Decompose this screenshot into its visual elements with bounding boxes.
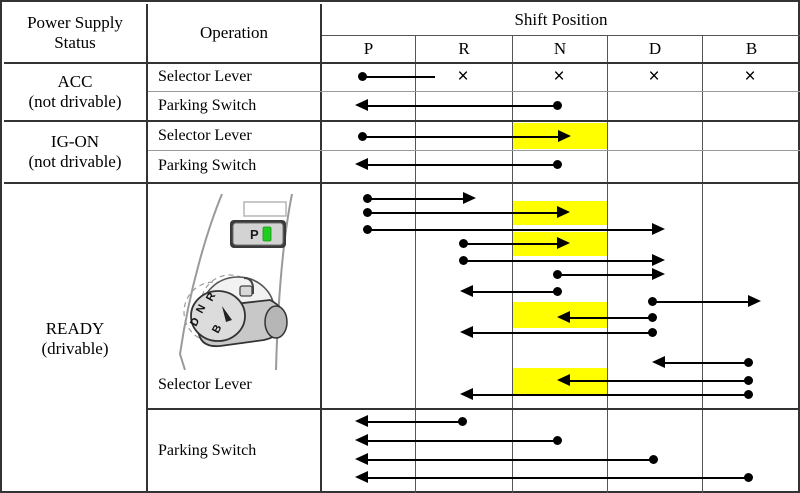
arrow-head-ready-r4 [460, 388, 473, 400]
arrow-dot-ready-sel-p2 [363, 208, 372, 217]
highlight-n-ready-4 [513, 368, 607, 394]
operation-acc-selector-lever: Selector Lever [158, 68, 252, 86]
arrow-dot-acc-sel-p [358, 72, 367, 81]
header-operation: Operation [200, 23, 268, 43]
arrow-head-igon-park-p [355, 158, 368, 170]
arrow-line-acc-park-n-p [366, 105, 558, 107]
mark-x-acc-r: × [457, 66, 469, 87]
p-indicator [262, 226, 272, 242]
operation-ready-selector-lever: Selector Lever [158, 375, 252, 393]
arrow-line-ready-park-n-p [366, 440, 558, 442]
grid-h-ready-mid [148, 408, 800, 410]
status-acc-name: ACC [57, 72, 93, 92]
header-position-r: R [458, 39, 470, 59]
arrow-dot-acc-park-n [553, 101, 562, 110]
grid-v-d [702, 35, 703, 493]
grid-v-operation [320, 4, 322, 493]
arrow-head-ready-r3 [460, 326, 473, 338]
arrow-head-ready-d2 [652, 254, 665, 266]
operation-acc-parking-switch: Parking Switch [158, 96, 257, 114]
arrow-dot-ready-sel-b2 [744, 376, 753, 385]
arrow-dot-ready-sel-p1 [363, 194, 372, 203]
highlight-n-ready-3 [513, 302, 607, 328]
arrow-line-ready-park-d-p [366, 459, 654, 461]
arrow-dot-ready-sel-p3 [363, 225, 372, 234]
header-power-supply-status: Power Supply Status [27, 13, 123, 52]
arrow-line-ready-n-r [471, 291, 558, 293]
status-ready-note: (drivable) [41, 338, 109, 358]
arrow-dot-ready-sel-d3 [648, 328, 657, 337]
arrow-head-acc-park-p [355, 99, 368, 111]
arrow-dot-ready-park-d [649, 455, 658, 464]
highlight-n-ready-1 [513, 201, 607, 225]
arrow-head-ready-r2 [460, 285, 473, 297]
arrow-dot-ready-park-r [458, 417, 467, 426]
arrow-dot-ready-sel-d2 [648, 313, 657, 322]
arrow-line-ready-park-b-p [366, 477, 749, 479]
arrow-head-ready-d4 [652, 356, 665, 368]
arrow-line-ready-r-d [463, 260, 652, 262]
arrow-dot-ready-sel-n2 [553, 287, 562, 296]
header-position-d: D [648, 39, 662, 59]
header-position-n: N [553, 39, 567, 59]
mark-x-acc-n: × [553, 66, 565, 87]
header-position-p: P [363, 39, 374, 59]
arrow-head-ready-r1 [463, 192, 476, 204]
arrow-dot-igon-sel-p [358, 132, 367, 141]
arrow-line-acc-sel-p-r-blocked [362, 76, 435, 78]
arrow-head-ready-b1 [748, 295, 761, 307]
status-igon-name: IG-ON [50, 132, 100, 152]
arrow-head-ready-park-p2 [355, 434, 368, 446]
arrow-line-ready-n-d [557, 274, 652, 276]
grid-h-igon-mid [148, 150, 800, 151]
arrow-line-igon-park-n-p [366, 164, 558, 166]
operation-igon-parking-switch: Parking Switch [158, 157, 257, 175]
arrow-dot-ready-sel-n1 [553, 270, 562, 279]
grid-v-status [146, 4, 148, 493]
status-acc-note: (not drivable) [28, 92, 122, 111]
arrow-dot-ready-sel-b1 [744, 358, 753, 367]
arrow-dot-ready-sel-r1 [459, 239, 468, 248]
arrow-dot-ready-sel-r2 [459, 256, 468, 265]
selector-lever-illustration: P R N D B [152, 193, 320, 371]
status-label-igon: IG-ON (not drivable) [4, 122, 146, 182]
arrow-head-ready-d3 [652, 268, 665, 280]
arrow-dot-ready-park-b [744, 473, 753, 482]
grid-h-acc-bottom [4, 120, 800, 122]
arrow-head-ready-park-p3 [355, 453, 368, 465]
operation-igon-selector-lever: Selector Lever [158, 126, 252, 144]
arrow-dot-ready-sel-d1 [648, 297, 657, 306]
highlight-n-ready-2 [513, 232, 607, 256]
arrow-dot-igon-park-n [553, 160, 562, 169]
mark-x-acc-b: × [744, 66, 756, 87]
operation-ready-parking-switch: Parking Switch [158, 442, 257, 460]
grid-v-n [607, 35, 608, 493]
grid-h-shift-sub [322, 35, 800, 36]
p-button-label: P [250, 227, 259, 242]
status-ready-name: READY [45, 318, 105, 338]
arrow-head-ready-park-p4 [355, 471, 368, 483]
mark-x-acc-d: × [648, 66, 660, 87]
header-position-b: B [745, 39, 758, 59]
grid-h-igon-bottom [4, 182, 800, 184]
arrow-dot-ready-sel-b3 [744, 390, 753, 399]
header-shift-position: Shift Position [514, 9, 608, 29]
status-label-acc: ACC (not drivable) [4, 64, 146, 120]
status-label-ready: READY (drivable) [4, 184, 146, 493]
arrow-dot-ready-park-n [553, 436, 562, 445]
grid-h-acc-mid [148, 91, 800, 92]
arrow-line-ready-d-b [652, 301, 748, 303]
grid-h-header [4, 62, 800, 64]
grid-v-p [415, 35, 416, 493]
grid-v-r [512, 35, 513, 493]
highlight-n-igon [513, 123, 607, 149]
arrow-line-ready-p-d [367, 229, 652, 231]
arrow-head-ready-d1 [652, 223, 665, 235]
arrow-line-ready-b-d [663, 362, 749, 364]
arrow-line-ready-d-r [471, 332, 653, 334]
status-igon-note: (not drivable) [28, 152, 122, 171]
arrow-head-ready-park-p1 [355, 415, 368, 427]
